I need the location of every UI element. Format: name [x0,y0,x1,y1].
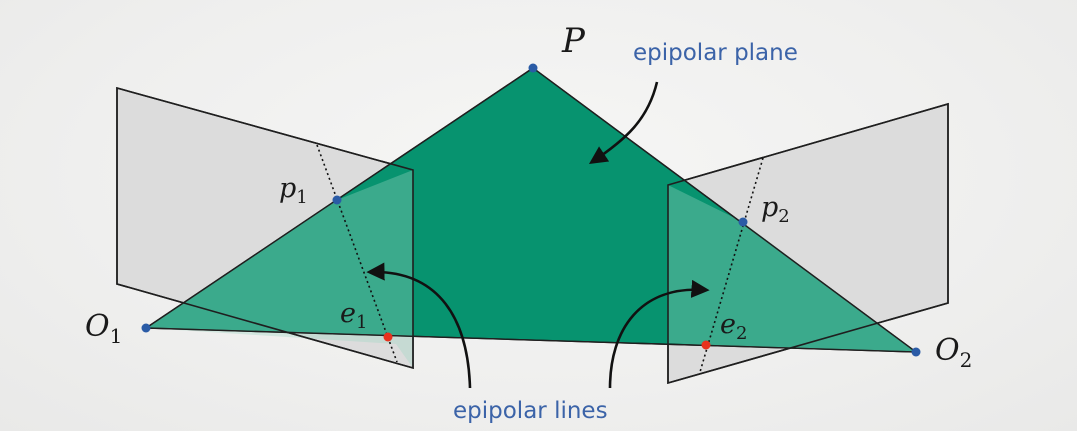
label-O1-base: O [85,309,110,344]
label-p2-sub: 2 [778,206,789,227]
baseline [145,327,917,353]
annotation-epipolar-plane: epipolar plane [633,40,798,66]
point-O2 [911,347,921,357]
arrow-epipolar-line-right [608,279,710,389]
point-O1 [141,323,151,333]
point-e2 [701,340,711,350]
label-p2-base: p [761,192,778,223]
arrow-epipolar-line-left [366,262,472,389]
point-p2 [738,217,748,227]
label-e2-base: e [720,309,736,340]
label-O1: O1 [85,309,122,348]
label-O1-sub: 1 [110,324,123,348]
label-p1: p1 [279,173,308,208]
ray-P-O2 [532,67,917,353]
label-e2: e2 [720,309,747,344]
epipolar-line-right [699,157,764,373]
label-e2-sub: 2 [736,323,747,344]
label-e1-base: e [340,298,356,329]
label-e1-sub: 1 [356,312,367,333]
label-P: P [561,21,586,61]
left-plane-overlap [146,170,413,368]
annotation-epipolar-lines: epipolar lines [453,398,608,424]
right-plane-overlap [668,185,916,352]
point-e1 [383,332,393,342]
label-p1-base: p [279,173,296,204]
label-O2: O2 [935,333,972,372]
point-p1 [332,195,342,205]
label-p2: p2 [761,192,790,227]
label-O2-sub: 2 [960,348,973,372]
label-O2-base: O [935,333,960,368]
arrow-epipolar-plane [588,81,659,165]
point-P [528,63,538,73]
epipolar-line-left [316,144,398,363]
left-image-plane-edge [116,86,414,370]
label-p1-sub: 1 [296,187,307,208]
right-image-plane-edge [667,102,949,385]
label-e1: e1 [340,298,367,333]
